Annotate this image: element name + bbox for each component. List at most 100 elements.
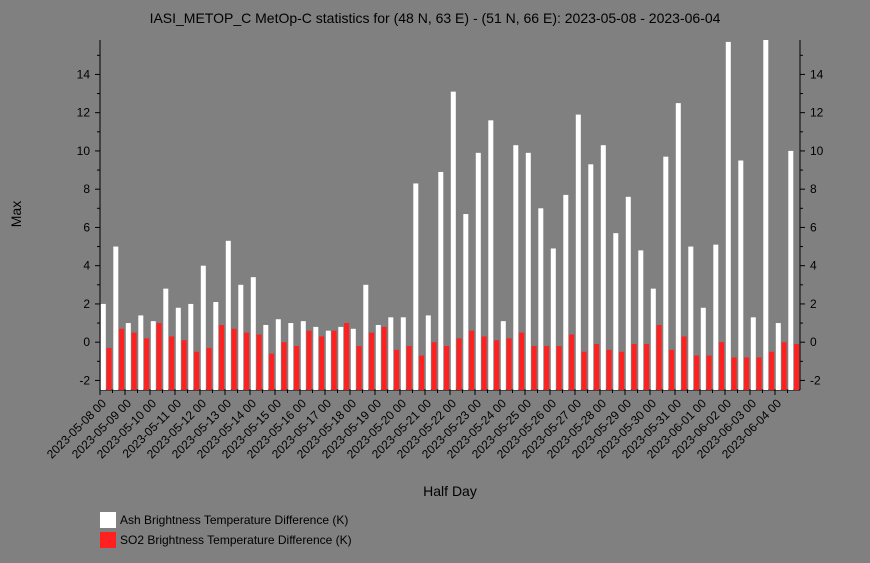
bar-ash (363, 284, 369, 390)
bar-so2 (481, 336, 487, 390)
bar-so2 (144, 338, 150, 390)
bar-ash (238, 284, 244, 390)
bar-ash (700, 307, 706, 390)
bar-ash (538, 208, 544, 390)
bar-ash (763, 40, 769, 390)
y-tick-label-left: 14 (77, 67, 91, 81)
bar-ash (475, 152, 481, 390)
bar-so2 (194, 351, 200, 390)
bar-ash (625, 196, 631, 390)
bar-ash (125, 323, 131, 390)
legend-label-so2: SO2 Brightness Temperature Difference (K… (120, 533, 352, 547)
bar-so2 (106, 347, 112, 390)
bar-ash (275, 319, 281, 390)
bar-so2 (719, 342, 725, 390)
bar-ash (775, 323, 781, 390)
y-tick-label-left: 12 (77, 106, 91, 120)
bar-so2 (569, 334, 575, 390)
bar-so2 (594, 344, 600, 390)
chart-title: IASI_METOP_C MetOp-C statistics for (48 … (149, 10, 721, 26)
bar-so2 (269, 353, 275, 390)
y-tick-label-left: 6 (83, 220, 90, 234)
bar-so2 (394, 349, 400, 390)
legend-label-ash: Ash Brightness Temperature Difference (K… (120, 513, 349, 527)
bar-ash (463, 214, 469, 390)
bar-so2 (231, 328, 237, 390)
bar-ash (263, 324, 269, 390)
bar-ash (350, 328, 356, 390)
y-tick-label-right: 14 (810, 67, 824, 81)
y-tick-label-right: -2 (810, 373, 821, 387)
y-tick-label-left: 2 (83, 297, 90, 311)
bar-ash (438, 171, 444, 390)
bar-ash (175, 307, 181, 390)
y-tick-label-left: 10 (77, 144, 91, 158)
bar-so2 (406, 346, 412, 390)
bar-ash (413, 183, 419, 390)
bar-so2 (319, 336, 325, 390)
y-tick-label-right: 2 (810, 297, 817, 311)
bar-ash (550, 248, 556, 390)
legend-swatch-ash (100, 512, 116, 528)
y-tick-label-right: 10 (810, 144, 824, 158)
bar-ash (200, 265, 206, 390)
bar-so2 (606, 349, 612, 390)
bar-so2 (556, 346, 562, 390)
bar-ash (613, 233, 619, 390)
bar-so2 (344, 323, 350, 390)
bar-ash (113, 246, 119, 390)
y-tick-label-right: 6 (810, 220, 817, 234)
bar-so2 (794, 344, 800, 390)
bar-so2 (631, 344, 637, 390)
y-tick-label-right: 12 (810, 106, 824, 120)
bar-ash (375, 324, 381, 390)
bar-ash (638, 250, 644, 390)
legend-item-ash: Ash Brightness Temperature Difference (K… (100, 511, 348, 529)
bar-so2 (431, 342, 437, 390)
bar-so2 (381, 326, 387, 390)
bar-ash (600, 145, 606, 390)
bar-so2 (444, 346, 450, 390)
bar-ash (325, 330, 331, 390)
bar-ash (388, 317, 394, 390)
bar-ash (675, 103, 681, 391)
bar-ash (338, 326, 344, 390)
bar-ash (788, 150, 794, 390)
bar-ash (150, 321, 156, 390)
bar-ash (725, 41, 731, 390)
bar-so2 (181, 340, 187, 390)
bar-so2 (706, 355, 712, 390)
bar-so2 (519, 332, 525, 390)
bar-ash (450, 91, 456, 390)
bar-so2 (156, 323, 162, 390)
bar-ash (488, 120, 494, 390)
y-tick-label-left: -2 (79, 373, 90, 387)
bar-ash (138, 315, 144, 390)
bar-ash (100, 303, 106, 390)
bar-so2 (281, 342, 287, 390)
bar-so2 (681, 336, 687, 390)
y-tick-label-left: 8 (83, 182, 90, 196)
bar-ash (650, 288, 656, 390)
bar-ash (188, 303, 194, 390)
bar-ash (425, 315, 431, 390)
x-axis-label: Half Day (423, 483, 477, 499)
bar-so2 (256, 334, 262, 390)
bar-ash (750, 317, 756, 390)
bar-ash (513, 145, 519, 390)
bar-ash (588, 164, 594, 390)
bar-ash (575, 114, 581, 391)
bar-so2 (656, 324, 662, 390)
bar-so2 (619, 351, 625, 390)
bar-so2 (494, 340, 500, 390)
bar-so2 (356, 346, 362, 390)
bar-so2 (694, 355, 700, 390)
bar-so2 (419, 355, 425, 390)
bar-so2 (756, 357, 762, 390)
bar-ash (288, 323, 294, 390)
y-tick-label-left: 4 (83, 259, 90, 273)
bar-ash (300, 321, 306, 390)
bar-so2 (506, 338, 512, 390)
bar-ash (663, 156, 669, 390)
